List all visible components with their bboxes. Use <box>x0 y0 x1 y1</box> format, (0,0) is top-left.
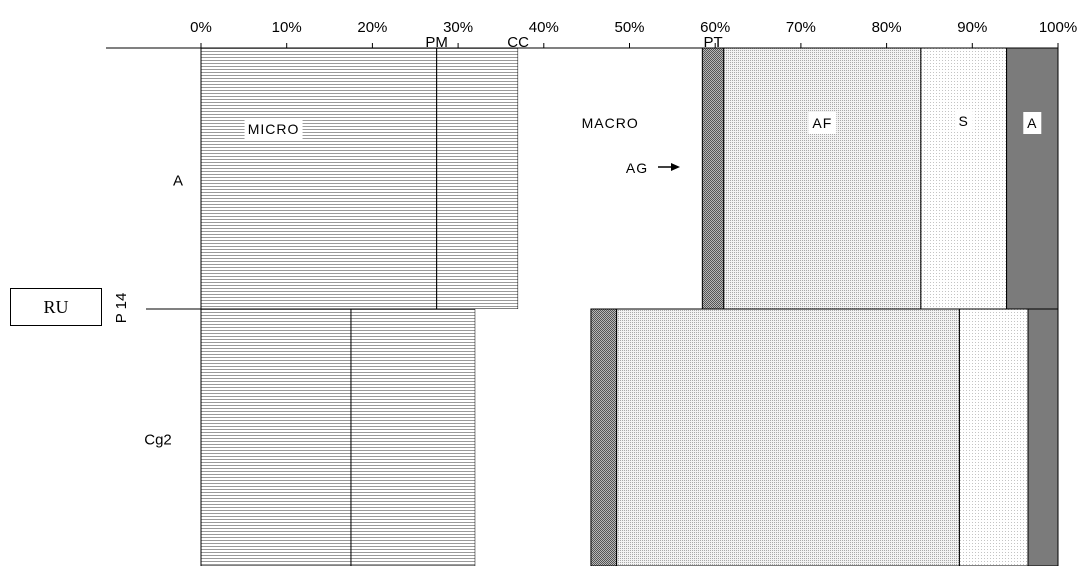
annotation-macro-text: MACRO <box>582 115 639 131</box>
x-tick-label: 100% <box>1039 19 1077 36</box>
annotation-micro: MICRO <box>244 118 303 140</box>
bar-segment-a-af <box>723 47 922 310</box>
x-tick-label: 20% <box>357 19 387 36</box>
bar-segment-a-s <box>920 47 1008 310</box>
bar-segment-a-pt <box>701 47 725 310</box>
annotation-a-text: A <box>1027 115 1037 131</box>
bar-segment-cg2-macro <box>475 309 591 566</box>
annotation-af-box <box>808 112 837 134</box>
annotation-s-text: S <box>959 113 969 129</box>
annotation-micro-box <box>244 118 303 140</box>
x-tick-label: 90% <box>957 19 987 36</box>
x-tick-label: 0% <box>190 19 212 36</box>
bar-segment-cg2-s <box>958 308 1029 566</box>
series-label-cc: CC <box>507 34 529 51</box>
bar-segment-a-cc <box>436 47 519 310</box>
subgroup-label: P 14 <box>113 293 130 324</box>
annotation-ag: AG <box>626 160 648 176</box>
x-tick-label: 70% <box>786 19 816 36</box>
x-tick-label: 80% <box>872 19 902 36</box>
annotation-s: S <box>954 110 973 132</box>
group-label-box: RU <box>10 288 102 326</box>
x-tick-label: 10% <box>272 19 302 36</box>
series-label-pm: PM <box>425 34 448 51</box>
group-label: RU <box>43 296 69 317</box>
bar-segment-a-macro <box>518 48 703 309</box>
series-label-pt: PT <box>703 34 722 51</box>
annotation-af-text: AF <box>812 115 832 131</box>
annotation-a: A <box>1023 112 1042 134</box>
bar-segment-cg2-pt <box>590 308 618 566</box>
category-label-cg2: Cg2 <box>144 432 172 449</box>
annotation-macro: MACRO <box>581 112 640 134</box>
bar-segment-cg2-af <box>616 308 960 566</box>
bar-segment-cg2-pm <box>200 308 352 566</box>
category-label-a: A <box>173 173 183 190</box>
annotation-macro-box <box>581 112 640 134</box>
bar-segment-a-pm <box>200 47 438 310</box>
annotation-af: AF <box>808 112 837 134</box>
x-tick-label: 30% <box>443 19 473 36</box>
annotation-s-box <box>954 110 973 132</box>
ag-arrow-head <box>671 163 680 171</box>
x-tick-label: 40% <box>529 19 559 36</box>
annotation-micro-text: MICRO <box>248 121 300 137</box>
bar-segment-a-a <box>1006 47 1059 310</box>
x-tick-label: 60% <box>700 19 730 36</box>
x-tick-label: 50% <box>614 19 644 36</box>
annotation-a-box <box>1023 112 1042 134</box>
bar-segment-cg2-cc <box>350 308 476 566</box>
bar-segment-cg2-a <box>1027 308 1059 566</box>
